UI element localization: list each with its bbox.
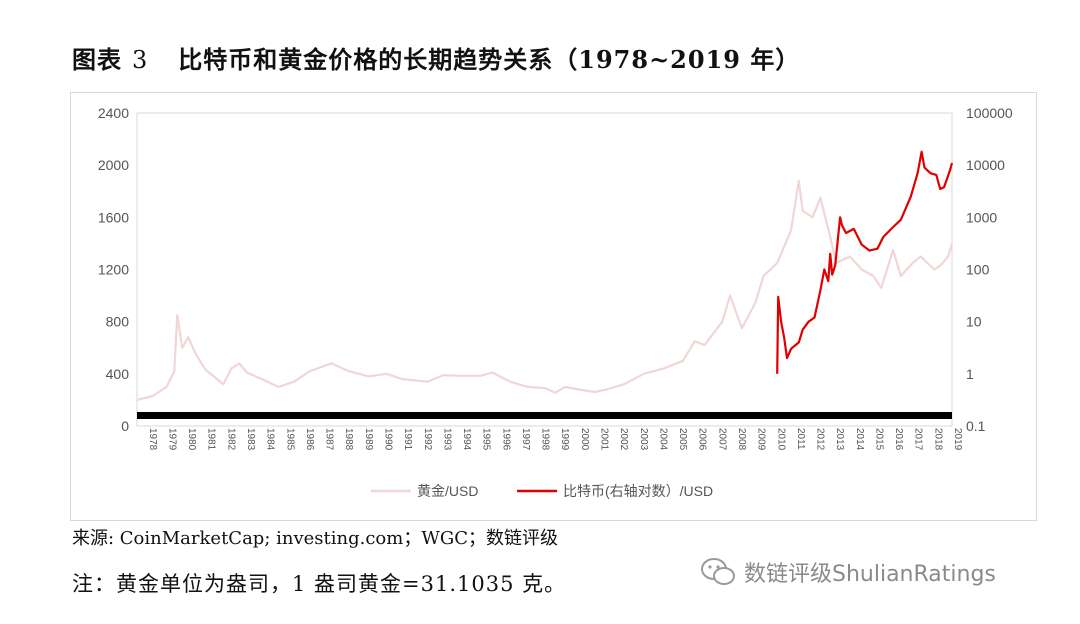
y-left-tick-label: 800 <box>106 314 130 330</box>
x-tick-label: 2018 <box>932 428 943 451</box>
x-tick-label: 2001 <box>599 428 610 451</box>
unit-note: 注：黄金单位为盎司，1 盎司黄金=31.1035 克。 <box>72 572 567 596</box>
x-tick-label: 1999 <box>559 428 570 451</box>
y-left-tick-label: 1600 <box>98 209 129 225</box>
x-tick-label: 2017 <box>913 428 924 451</box>
x-tick-label: 2000 <box>579 428 590 451</box>
watermark: 数链评级ShulianRatings <box>700 556 996 588</box>
x-tick-label: 2002 <box>618 428 629 451</box>
x-tick-label: 2012 <box>815 428 826 451</box>
y-left-tick-label: 0 <box>121 418 129 434</box>
legend-gold-label: 黄金/USD <box>417 483 478 499</box>
x-tick-label: 1978 <box>147 428 158 451</box>
x-tick-label: 1997 <box>520 428 531 451</box>
x-tick-label: 2015 <box>873 428 884 451</box>
figure-number: 3 <box>132 46 149 74</box>
y-left-tick-label: 2000 <box>98 157 129 173</box>
x-tick-label: 2006 <box>697 428 708 451</box>
x-tick-label: 1979 <box>167 428 178 451</box>
x-tick-label: 1980 <box>186 428 197 451</box>
x-tick-label: 2013 <box>834 428 845 451</box>
wechat-icon <box>701 558 735 585</box>
x-tick-label: 1992 <box>422 428 433 451</box>
y-right-tick-label: 1 <box>966 366 974 382</box>
x-tick-label: 2011 <box>795 428 806 450</box>
x-tick-label: 2008 <box>736 428 747 451</box>
x-axis-bar <box>137 412 952 419</box>
x-tick-label: 1988 <box>343 428 354 451</box>
x-tick-label: 1991 <box>402 428 413 451</box>
x-tick-label: 1987 <box>324 428 335 451</box>
chart-frame: 0 400 800 1200 1600 2000 2400 0.1 1 10 100 1000 1000… <box>70 92 1037 521</box>
watermark-text: 数链评级ShulianRatings <box>744 562 996 587</box>
x-tick-label: 1981 <box>206 428 217 451</box>
page-title: 图表 3 比特币和黄金价格的长期趋势关系（1978~2019 年） <box>72 40 800 75</box>
x-tick-label: 1984 <box>265 428 276 451</box>
x-tick-label: 1985 <box>284 428 295 451</box>
y-left-tick-label: 2400 <box>98 105 129 121</box>
source-note: 来源: CoinMarketCap; investing.com；WGC；数链评… <box>72 528 558 549</box>
gold-series-line <box>136 179 954 401</box>
x-tick-label: 1994 <box>461 428 472 451</box>
y-right-tick-label: 0.1 <box>966 418 986 434</box>
plot-area <box>136 112 953 427</box>
x-tick-label: 2014 <box>854 428 865 451</box>
x-tick-label: 2009 <box>756 428 767 451</box>
x-tick-label: 2019 <box>952 428 963 451</box>
figure-title: 比特币和黄金价格的长期趋势关系（1978~2019 年） <box>178 45 801 74</box>
x-tick-label: 1995 <box>481 428 492 451</box>
y-right-tick-label: 100000 <box>966 105 1013 121</box>
x-tick-label: 1983 <box>245 428 256 451</box>
x-tick-label: 2003 <box>638 428 649 451</box>
legend-bitcoin-label: 比特币(右轴对数）/USD <box>563 483 713 499</box>
x-tick-label: 1986 <box>304 428 315 451</box>
x-tick-label: 2004 <box>657 428 668 451</box>
x-tick-label: 1990 <box>383 428 394 451</box>
x-tick-label: 1998 <box>540 428 551 451</box>
y-right-tick-label: 100 <box>966 262 990 278</box>
x-tick-label: 2016 <box>893 428 904 451</box>
x-tick-label: 1993 <box>441 428 452 451</box>
x-tick-label: 1982 <box>225 428 236 451</box>
figure-label: 图表 <box>72 45 122 74</box>
x-tick-label: 2010 <box>775 428 786 451</box>
y-right-tick-label: 10 <box>966 314 982 330</box>
bitcoin-series-line <box>776 150 954 374</box>
y-right-tick-label: 1000 <box>966 209 997 225</box>
x-tick-label: 2005 <box>677 428 688 451</box>
y-left-tick-label: 1200 <box>98 262 129 278</box>
y-right-tick-label: 10000 <box>966 157 1005 173</box>
x-tick-label: 1989 <box>363 428 374 451</box>
x-tick-label: 1996 <box>500 428 511 451</box>
chart: 0 400 800 1200 1600 2000 2400 0.1 1 10 100 1000 1000… <box>98 105 1013 499</box>
y-left-tick-label: 400 <box>106 366 130 382</box>
x-tick-label: 2007 <box>716 428 727 451</box>
